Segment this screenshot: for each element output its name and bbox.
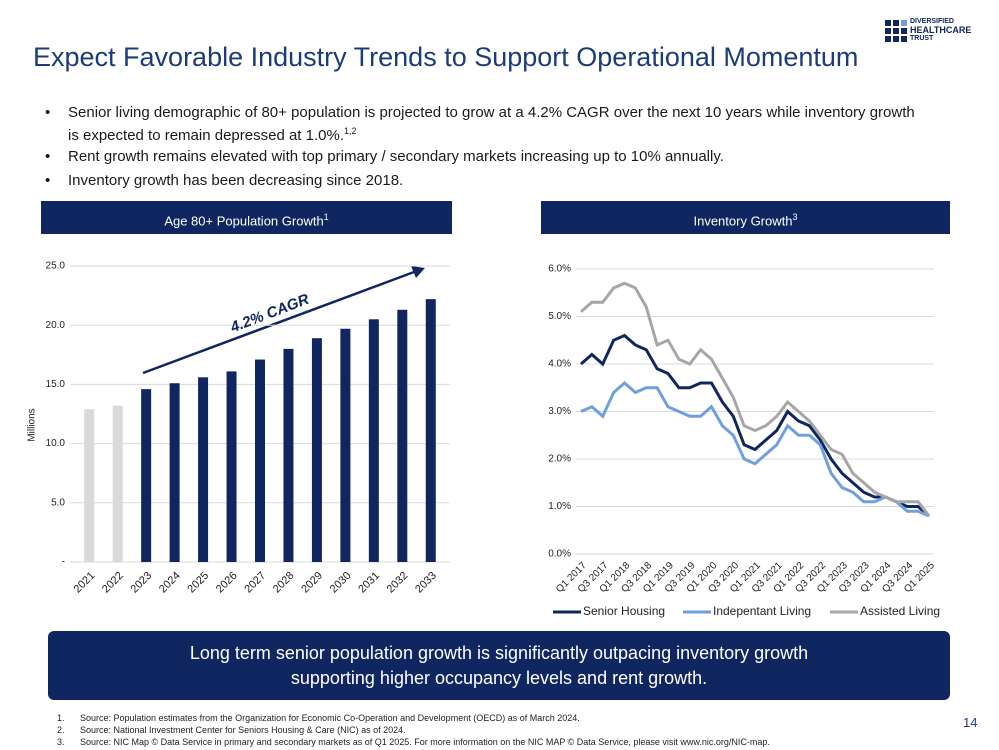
callout-text: supporting higher occupancy levels and r… — [290, 668, 708, 688]
title: Expect Favorable Industry Trends to Supp… — [33, 42, 859, 72]
callout-text: Long term senior population growth is si… — [189, 643, 809, 663]
x-tick-label: 2022 — [100, 570, 126, 596]
y-tick-label: - — [62, 557, 65, 568]
bar — [311, 338, 322, 562]
x-tick-label: 2030 — [328, 570, 354, 596]
x-tick-label: 2021 — [72, 570, 98, 596]
footnote: 3. Source: NIC Map © Data Service in prim… — [57, 737, 770, 747]
bullet: • Inventory growth has been decreasing si… — [45, 171, 925, 190]
y-tick-label: 1.0% — [548, 501, 571, 512]
bar — [397, 309, 408, 562]
x-tick-label: 2024 — [157, 570, 183, 596]
bar — [368, 319, 379, 562]
x-tick-label: 2031 — [356, 570, 382, 596]
logo-text: DIVERSIFIED — [910, 18, 954, 25]
bar — [340, 328, 351, 562]
logo-text: TRUST — [910, 35, 934, 42]
cagr-arrow — [142, 270, 415, 375]
header-text: Age 80+ Population Growth — [164, 213, 324, 229]
bar — [112, 405, 123, 562]
line — [580, 381, 930, 518]
footnote-text: Source: Population estimates from the Or… — [80, 713, 580, 723]
y-tick-label: 0.0% — [548, 549, 571, 560]
line — [580, 281, 931, 517]
bar — [198, 377, 209, 562]
bar — [141, 389, 152, 562]
logo-icon — [885, 20, 907, 42]
bar — [283, 348, 294, 562]
x-tick-label: 2028 — [271, 570, 297, 596]
y-tick-label: 5.0 — [51, 497, 65, 508]
legend-label: Indepentant Living — [713, 604, 811, 618]
callout: Long term senior population growth is si… — [48, 631, 950, 700]
y-tick-label: 6.0% — [548, 264, 571, 275]
y-axis-label: Millions — [27, 408, 38, 441]
bar — [425, 299, 436, 562]
y-tick-label: 2.0% — [548, 454, 571, 465]
y-tick-label: 25.0 — [46, 261, 66, 272]
legend-label: Assisted Living — [860, 604, 940, 618]
logo: DIVERSIFIED HEALTHCARE TRUST — [910, 18, 971, 43]
superscript: 1,2 — [344, 126, 357, 136]
footnote-text: Source: National Investment Center for S… — [80, 725, 406, 735]
chart-header: Age 80+ Population Growth1 — [41, 201, 452, 234]
x-tick-label: 2027 — [242, 570, 268, 596]
y-tick-label: 10.0 — [46, 438, 66, 449]
footnote-number: 2. — [57, 725, 65, 735]
bullet-text: Inventory growth has been decreasing sin… — [68, 172, 404, 189]
x-tick-label: 2025 — [185, 570, 211, 596]
bar — [226, 371, 237, 562]
bullet-text: Senior living demographic of 80+ populat… — [68, 104, 915, 144]
x-tick-label: 2026 — [214, 570, 240, 596]
footnote-number: 3. — [57, 737, 65, 747]
y-tick-label: 3.0% — [548, 406, 571, 417]
line — [580, 333, 930, 518]
y-tick-label: 4.0% — [548, 359, 571, 370]
x-tick-label: 2032 — [385, 570, 411, 596]
bullet-text: Rent growth remains elevated with top pr… — [68, 148, 724, 165]
footnote: 2. Source: National Investment Center for… — [57, 725, 406, 735]
y-tick-label: 20.0 — [46, 320, 66, 331]
footnote: 1. Source: Population estimates from the … — [57, 713, 580, 723]
cagr-arrowhead — [411, 266, 425, 278]
superscript: 3 — [792, 212, 798, 222]
x-tick-label: 2029 — [299, 570, 325, 596]
x-tick-label: 2033 — [413, 570, 439, 596]
legend-label: Senior Housing — [583, 604, 665, 618]
logo-text: HEALTHCARE — [910, 25, 972, 35]
bar — [255, 359, 265, 562]
footnote-text: Source: NIC Map © Data Service in primar… — [80, 737, 770, 747]
bullet: • Rent growth remains elevated with top p… — [45, 147, 925, 166]
footnote-number: 1. — [57, 713, 65, 723]
x-tick-label: 2023 — [129, 570, 155, 596]
y-tick-label: 5.0% — [548, 311, 571, 322]
superscript: 1 — [323, 212, 329, 222]
bar — [169, 383, 180, 562]
header-text: Inventory Growth — [693, 213, 793, 229]
chart-header: Inventory Growth3 — [541, 201, 950, 234]
bullet: • Senior living demographic of 80+ popula… — [45, 104, 915, 144]
bar — [84, 409, 95, 562]
y-tick-label: 15.0 — [46, 379, 66, 390]
page-number: 14 — [963, 715, 978, 730]
